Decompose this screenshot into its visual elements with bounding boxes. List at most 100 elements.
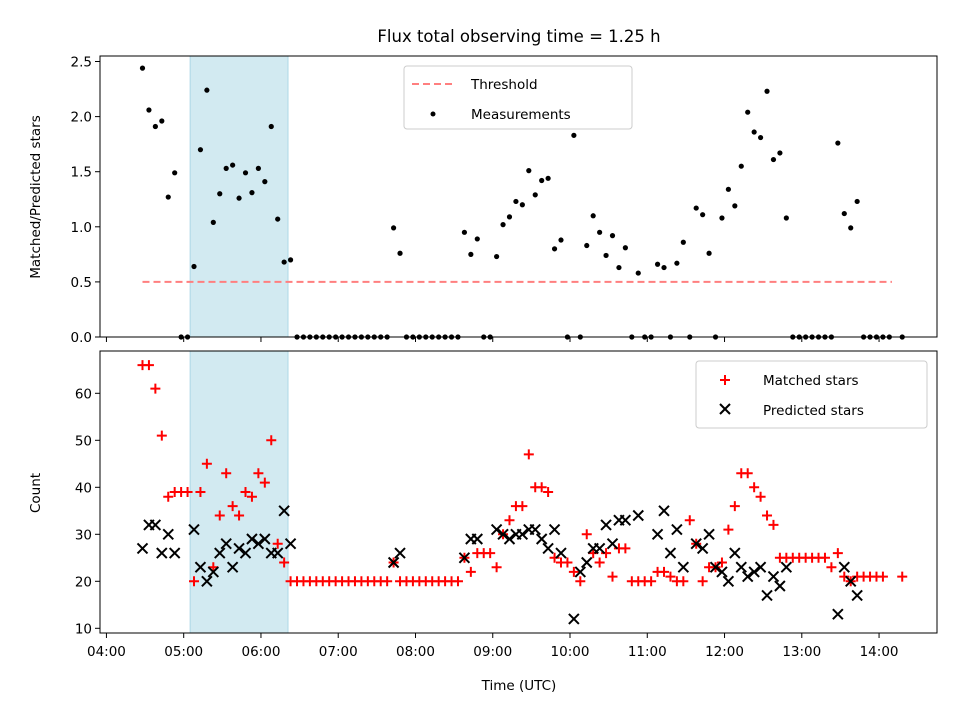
measurement-point — [255, 165, 261, 171]
predicted-star-point — [774, 580, 786, 592]
predicted-star-point — [259, 533, 271, 545]
measurement-point — [217, 191, 223, 197]
matched-star-point — [465, 566, 476, 577]
measurement-point — [242, 170, 249, 176]
top-plot: 0.0 0.5 1.0 1.5 2.0 2.5 — [71, 55, 938, 346]
matched-star-point — [716, 557, 727, 568]
matched-star-point — [729, 501, 740, 512]
matched-star-point — [201, 458, 212, 469]
measurement-point — [622, 245, 628, 251]
predicted-star-point — [632, 509, 644, 522]
matched-star-point — [568, 566, 579, 577]
predicted-star-point — [780, 561, 793, 573]
matched-star-point — [246, 491, 257, 502]
predicted-star-point — [754, 561, 767, 573]
matched-star-point — [755, 491, 766, 502]
measurement-point — [532, 192, 538, 198]
matched-star-point — [594, 557, 605, 568]
measurement-point — [706, 250, 712, 256]
measurement-point — [461, 229, 468, 235]
measurement-point — [738, 163, 744, 169]
predicted-star-point — [284, 537, 297, 550]
measurement-point — [275, 216, 281, 222]
predicted-star-point — [581, 556, 593, 569]
measurement-point — [210, 219, 216, 225]
matched-star-point — [143, 360, 154, 371]
matched-star-point — [156, 430, 167, 441]
matched-star-point — [897, 571, 908, 582]
predicted-star-point — [696, 542, 709, 555]
matched-star-point — [163, 491, 174, 502]
predicted-star-point — [742, 570, 754, 583]
bottom-xtick-label: 12:00 — [705, 644, 744, 660]
predicted-star-point — [278, 505, 290, 517]
predicted-star-point — [471, 533, 484, 545]
matched-star-point — [762, 510, 773, 521]
top-ytick-label: 1.0 — [71, 220, 92, 236]
measurement-point — [597, 229, 603, 235]
matched-star-point — [536, 482, 547, 493]
matched-star-point — [684, 515, 695, 526]
measurement-point — [390, 225, 397, 231]
legend-matched-label: Matched stars — [763, 373, 859, 389]
matched-star-point — [221, 468, 232, 479]
matched-star-point — [678, 576, 689, 587]
predicted-star-point — [671, 523, 683, 536]
matched-star-point — [575, 576, 586, 587]
top-legend-frame — [403, 65, 633, 130]
measurement-point — [841, 210, 847, 217]
measurement-point — [287, 257, 294, 263]
matched-star-point — [279, 557, 290, 568]
matched-star-point — [749, 482, 760, 493]
matched-star-point — [543, 487, 554, 497]
matched-star-point — [259, 477, 270, 488]
matched-star-point — [491, 562, 502, 573]
measurement-point — [146, 107, 152, 113]
matched-star-point — [485, 548, 496, 559]
measurement-point — [494, 253, 500, 260]
measurement-point — [139, 65, 146, 71]
predicted-star-point — [226, 561, 239, 573]
measurement-point — [674, 260, 680, 266]
matched-star-point — [768, 519, 779, 530]
measurement-point — [770, 156, 777, 163]
predicted-star-point — [658, 505, 670, 517]
matched-star-point — [150, 383, 161, 394]
measurement-point — [262, 179, 268, 185]
predicted-star-point — [729, 547, 741, 559]
predicted-star-point — [851, 589, 863, 602]
matched-star-point — [659, 566, 670, 577]
matched-star-point — [195, 487, 206, 497]
measurement-point — [539, 177, 545, 184]
predicted-star-point — [690, 537, 702, 550]
measurement-point — [551, 246, 558, 252]
predicted-star-point — [716, 566, 728, 578]
predicted-star-point — [709, 561, 722, 573]
predicted-star-point — [548, 523, 561, 536]
predicted-star-point — [207, 566, 220, 578]
measurement-point — [616, 264, 622, 271]
predicted-star-point — [832, 608, 844, 620]
matched-star-point — [234, 510, 245, 521]
predicted-star-point — [214, 547, 226, 559]
predicted-star-point — [703, 528, 715, 541]
matched-star-point — [182, 487, 193, 497]
measurement-point — [223, 165, 229, 171]
predicted-star-point — [677, 561, 690, 573]
predicted-star-point — [516, 528, 529, 541]
matched-star-point — [819, 552, 830, 563]
measurement-point — [152, 123, 158, 130]
predicted-star-point — [194, 561, 207, 573]
matched-star-point — [523, 449, 534, 460]
predicted-star-point — [651, 528, 664, 541]
bottom-xtick-label: 13:00 — [782, 644, 821, 660]
measurement-point — [571, 132, 577, 138]
measurement-point — [661, 264, 667, 271]
matched-star-point — [723, 524, 734, 535]
legend-measurements-swatch — [430, 111, 436, 117]
predicted-star-point — [220, 537, 232, 550]
bottom-highlight-span — [189, 350, 289, 634]
predicted-star-point — [574, 566, 587, 578]
top-ytick-label: 0.5 — [71, 275, 92, 291]
